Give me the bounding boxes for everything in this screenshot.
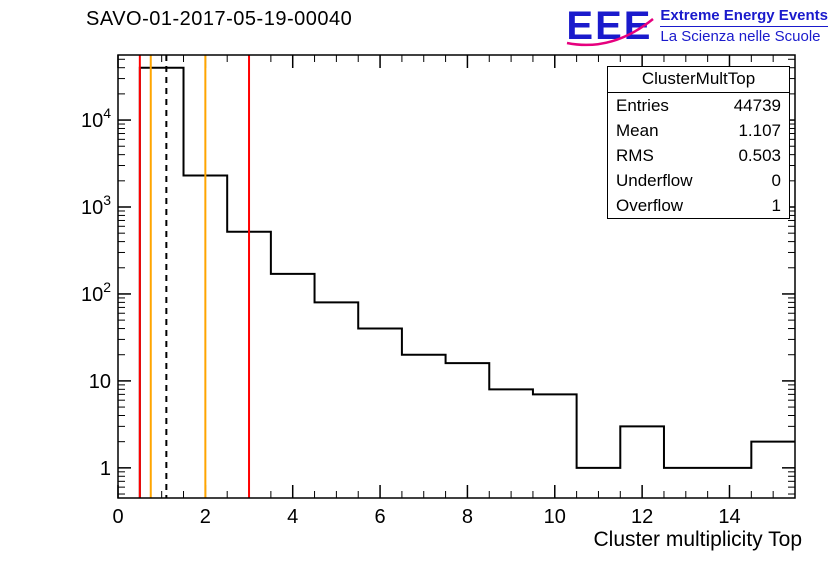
stats-row: Overflow 1 <box>608 193 789 218</box>
stat-value: 0 <box>771 171 781 190</box>
logo-caption-line1: Extreme Energy Events <box>660 7 828 27</box>
stats-row: Entries 44739 <box>608 93 789 118</box>
stat-value: 0.503 <box>738 146 781 165</box>
y-tick-label: 10 <box>89 371 111 393</box>
y-tick-label: 1 <box>100 458 111 480</box>
stats-row: Underflow 0 <box>608 168 789 193</box>
stats-box: ClusterMultTop Entries 44739 Mean 1.107 … <box>607 66 790 219</box>
x-tick-label: 2 <box>200 506 211 528</box>
x-tick-label: 4 <box>287 506 298 528</box>
plot-title: SAVO-01-2017-05-19-00040 <box>86 8 353 30</box>
histogram-step-line <box>138 66 795 498</box>
eee-logo-swoosh-icon <box>567 18 655 47</box>
stat-label: Entries <box>616 96 669 115</box>
stat-label: RMS <box>616 146 654 165</box>
x-tick-label: 0 <box>112 506 123 528</box>
stats-row: Mean 1.107 <box>608 118 789 143</box>
y-tick-label: 104 <box>81 105 111 132</box>
stat-value: 1 <box>771 196 781 215</box>
x-tick-label: 14 <box>718 506 740 528</box>
stat-label: Mean <box>616 121 659 140</box>
x-tick-label: 6 <box>375 506 386 528</box>
stats-box-title: ClusterMultTop <box>608 67 789 93</box>
eee-logo: EEE Extreme Energy Events La Scienza nel… <box>566 4 828 50</box>
plot-frame <box>117 54 796 499</box>
stats-row: RMS 0.503 <box>608 143 789 168</box>
x-tick-label: 8 <box>462 506 473 528</box>
stat-value: 44739 <box>733 96 781 115</box>
x-axis-title: Cluster multiplicity Top <box>593 528 802 551</box>
stat-label: Overflow <box>616 196 684 215</box>
y-tick-label: 103 <box>81 192 111 219</box>
x-tick-label: 12 <box>631 506 653 528</box>
y-tick-label: 102 <box>81 279 111 306</box>
eee-logo-text: EEE <box>566 4 653 48</box>
stat-label: Underflow <box>616 171 693 190</box>
eee-logo-acronym-block: EEE <box>566 4 655 50</box>
eee-logo-captions: Extreme Energy Events La Scienza nelle S… <box>660 4 828 45</box>
logo-caption-line2: La Scienza nelle Scuole <box>660 28 821 45</box>
stat-value: 1.107 <box>738 121 781 140</box>
x-tick-label: 10 <box>544 506 566 528</box>
